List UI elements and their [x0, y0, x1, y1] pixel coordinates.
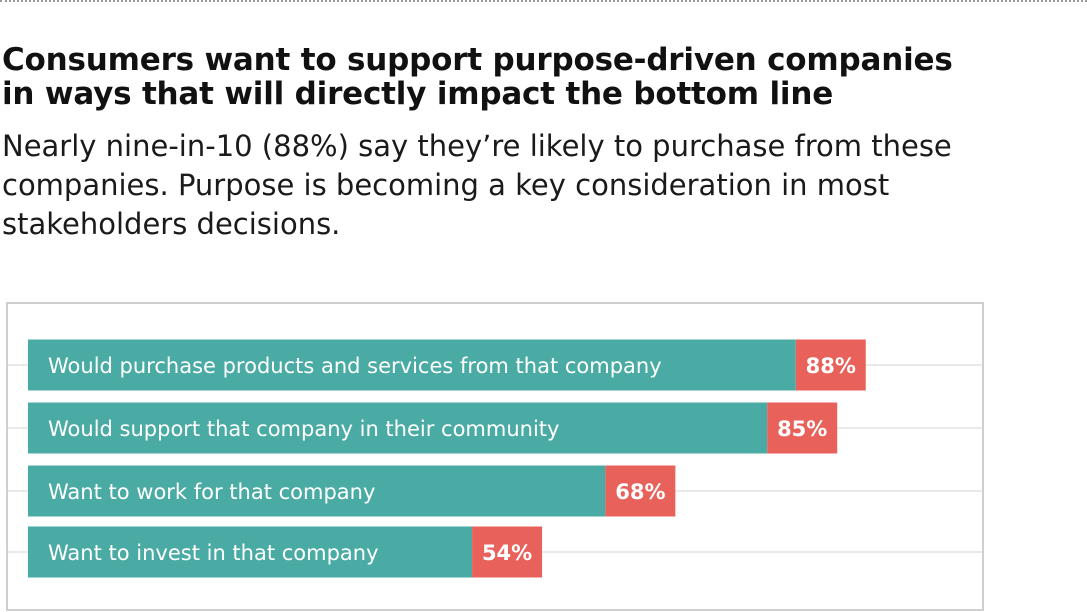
bar-value-label: 88%: [806, 354, 856, 378]
bar: [28, 465, 606, 517]
bar-value-label: 85%: [777, 417, 827, 441]
chart-title: Consumers want to support purpose-driven…: [2, 43, 1072, 111]
bar-category-label: Would purchase products and services fro…: [48, 354, 662, 378]
title-line-1: Consumers want to support purpose-driven…: [2, 42, 953, 78]
bar: [28, 339, 796, 391]
value-box: [605, 465, 676, 517]
bar-value-label: 54%: [482, 541, 532, 565]
subtitle-line-2: companies. Purpose is becoming a key con…: [2, 168, 890, 202]
top-dotted-rule: [0, 0, 1087, 2]
bar-category-label: Want to work for that company: [48, 480, 375, 504]
bar-value-label: 68%: [615, 480, 665, 504]
subtitle-line-1: Nearly nine-in-10 (88%) say they’re like…: [2, 129, 952, 163]
bar-category-label: Would support that company in their comm…: [48, 417, 559, 441]
bar: [28, 526, 473, 578]
value-box: [472, 526, 543, 578]
value-box: [795, 339, 866, 391]
subtitle-line-3: stakeholders decisions.: [2, 207, 341, 241]
title-line-2: in ways that will directly impact the bo…: [2, 76, 834, 112]
bar-category-label: Want to invest in that company: [48, 541, 379, 565]
bar: [28, 402, 768, 454]
value-box: [767, 402, 838, 454]
chart-frame: [6, 302, 984, 611]
chart-subtitle: Nearly nine-in-10 (88%) say they’re like…: [2, 127, 1082, 244]
